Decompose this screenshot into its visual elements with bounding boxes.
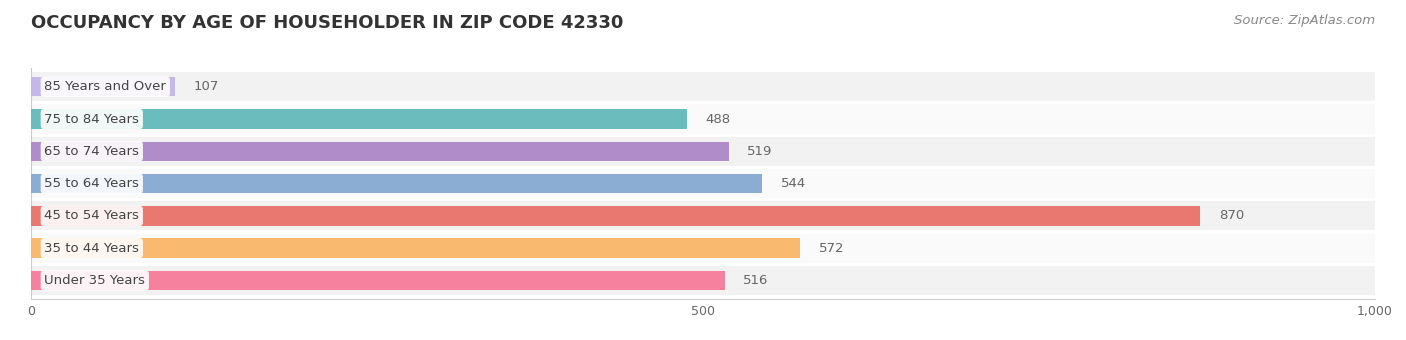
- Text: 75 to 84 Years: 75 to 84 Years: [45, 113, 139, 125]
- Text: Under 35 Years: Under 35 Years: [45, 274, 145, 287]
- Bar: [31, 201, 1375, 231]
- Text: 516: 516: [744, 274, 769, 287]
- Bar: [31, 206, 1201, 225]
- Text: Source: ZipAtlas.com: Source: ZipAtlas.com: [1234, 14, 1375, 27]
- Bar: [31, 266, 1375, 295]
- Text: 45 to 54 Years: 45 to 54 Years: [45, 209, 139, 222]
- Text: 35 to 44 Years: 35 to 44 Years: [45, 242, 139, 255]
- Bar: [31, 174, 762, 193]
- Bar: [31, 234, 1375, 263]
- Bar: [31, 142, 728, 161]
- Bar: [31, 77, 174, 97]
- Text: 65 to 74 Years: 65 to 74 Years: [45, 145, 139, 158]
- Text: 55 to 64 Years: 55 to 64 Years: [45, 177, 139, 190]
- Bar: [31, 137, 1375, 166]
- Bar: [31, 271, 724, 290]
- Text: 870: 870: [1219, 209, 1244, 222]
- Text: 519: 519: [748, 145, 773, 158]
- Bar: [31, 72, 1375, 101]
- Text: 544: 544: [780, 177, 806, 190]
- Text: 85 Years and Over: 85 Years and Over: [45, 80, 166, 93]
- Text: 572: 572: [818, 242, 844, 255]
- Bar: [31, 109, 688, 129]
- Text: OCCUPANCY BY AGE OF HOUSEHOLDER IN ZIP CODE 42330: OCCUPANCY BY AGE OF HOUSEHOLDER IN ZIP C…: [31, 14, 623, 32]
- Text: 488: 488: [706, 113, 731, 125]
- Bar: [31, 169, 1375, 198]
- Text: 107: 107: [194, 80, 219, 93]
- Bar: [31, 238, 800, 258]
- Bar: [31, 104, 1375, 134]
